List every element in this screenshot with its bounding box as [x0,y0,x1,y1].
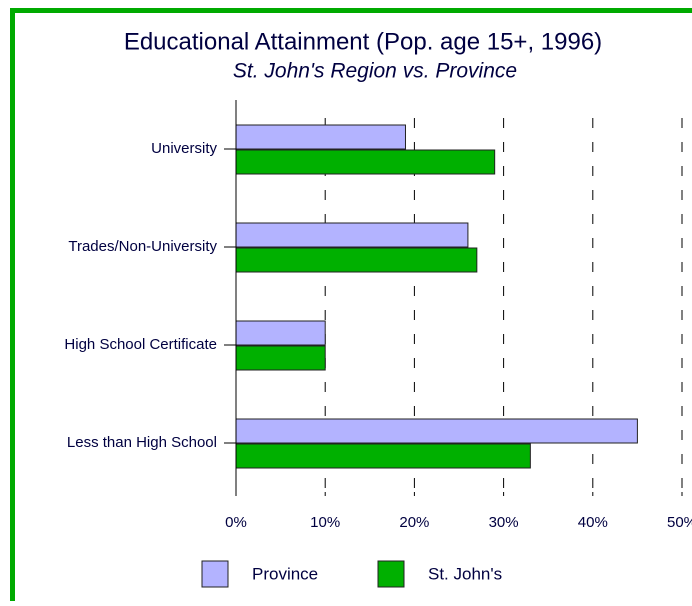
x-tick-label: 40% [578,514,608,531]
bar [235,345,326,371]
y-tick-label: Trades/Non-University [68,238,217,255]
x-tick-label: 30% [489,514,519,531]
chart-title: Educational Attainment (Pop. age 15+, 19… [124,28,602,55]
legend-swatch [377,560,405,588]
frame-top [10,8,692,13]
bar [235,149,496,175]
bar [235,320,326,346]
chart-subtitle: St. John's Region vs. Province [233,60,517,83]
legend-label: Province [252,564,318,583]
bar [235,222,469,248]
bar [235,443,531,469]
y-tick-label: Less than High School [67,434,217,451]
x-tick-label: 0% [225,514,247,531]
y-tick-label: University [151,140,217,157]
bar [235,418,638,444]
frame-left [10,8,15,601]
x-tick-label: 10% [310,514,340,531]
x-tick-label: 20% [399,514,429,531]
bar [235,124,406,150]
legend-label: St. John's [428,564,502,583]
x-tick-label: 50% [667,514,692,531]
bar [235,247,478,273]
y-tick-label: High School Certificate [64,336,217,353]
legend-swatch [201,560,229,588]
